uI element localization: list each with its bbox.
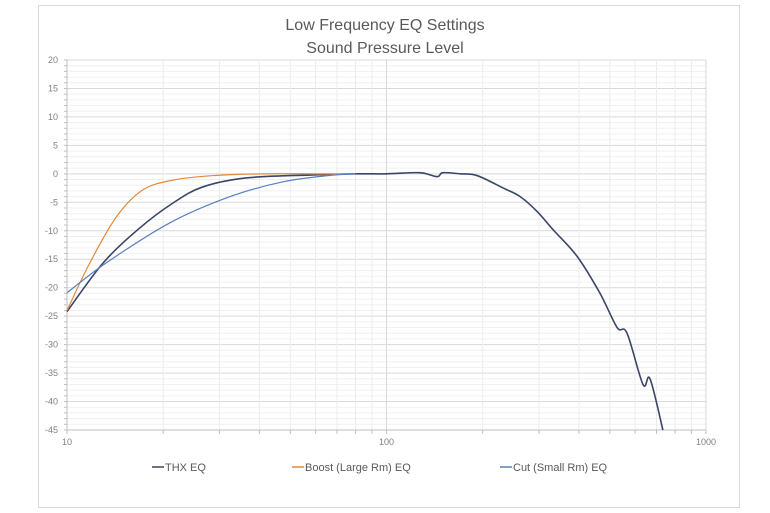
y-tick-label: -25	[45, 311, 58, 321]
legend-label: THX EQ	[165, 462, 206, 474]
y-tick-label: 15	[48, 83, 58, 93]
y-tick-label: -5	[50, 197, 58, 207]
x-tick-label: 1000	[696, 437, 716, 447]
ticks: 20 15 10 5 0 -5 -10 -15 -20 -25 -30 -35 -40 -45 10 100 1…	[45, 55, 716, 447]
legend-label: Cut (Small Rm) EQ	[513, 462, 608, 474]
series-line-1	[66, 173, 356, 311]
chart-title: Low Frequency EQ Settings	[285, 17, 484, 34]
chart-subtitle: Sound Pressure Level	[306, 40, 463, 57]
y-tick-label: 5	[53, 140, 58, 150]
chart-frame	[38, 5, 740, 508]
x-tick-label: 100	[379, 437, 394, 447]
y-tick-label: 0	[53, 169, 58, 179]
y-tick-label: -40	[45, 397, 58, 407]
y-tick-label: -30	[45, 340, 58, 350]
y-tick-label: -10	[45, 226, 58, 236]
y-tick-label: -35	[45, 368, 58, 378]
y-tick-label: -20	[45, 283, 58, 293]
legend-label: Boost (Large Rm) EQ	[305, 462, 411, 474]
series-lines	[66, 171, 664, 431]
series-line-2	[66, 173, 356, 294]
series-line-0	[66, 171, 664, 431]
grid	[66, 59, 707, 431]
y-tick-label: 10	[48, 112, 58, 122]
y-tick-label: -45	[45, 425, 58, 435]
y-tick-label: -15	[45, 254, 58, 264]
x-tick-label: 10	[62, 437, 72, 447]
legend: THX EQ Boost (Large Rm) EQ Cut (Small Rm) …	[152, 462, 608, 474]
y-tick-label: 20	[48, 55, 58, 65]
